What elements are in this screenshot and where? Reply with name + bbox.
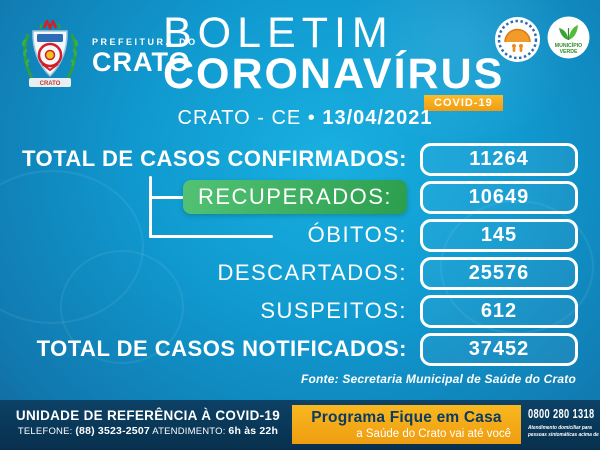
reference-unit-contact: TELEFONE: (88) 3523-2507 ATENDIMENTO: 6h… [12, 425, 284, 438]
hours-label: ATENDIMENTO: [152, 425, 226, 437]
stat-value-box: 612 [420, 294, 578, 328]
stat-value-box: 10649 [420, 180, 578, 214]
stat-row-recovered: RECUPERADOS: 10649 [20, 180, 578, 214]
footer-bar: UNIDADE DE REFERÊNCIA À COVID-19 TELEFON… [0, 400, 600, 450]
program-subtitle: a Saúde do Crato vai até você [356, 428, 511, 440]
certification-seals: MUNICÍPIO VERDE [494, 16, 590, 63]
stat-label: TOTAL DE CASOS CONFIRMADOS: [21, 146, 407, 171]
stat-row-discarded: DESCARTADOS: 25576 [20, 256, 578, 290]
bracket-line-deaths [149, 235, 273, 238]
hotline-block: 0800 280 1318 Atendimento domiciliar par… [528, 406, 600, 439]
org-name-small: PREFEITURA DO [92, 37, 198, 47]
stat-row-notified: TOTAL DE CASOS NOTIFICADOS: 37452 [20, 332, 578, 366]
location-date: CRATO - CE • 13/04/2021 [150, 107, 460, 130]
municipio-verde-seal-icon: MUNICÍPIO VERDE [547, 16, 590, 59]
svg-text:MUNICÍPIO: MUNICÍPIO [555, 41, 582, 49]
stat-label: TOTAL DE CASOS NOTIFICADOS: [36, 336, 407, 361]
bulletin-title: BOLETIM CORONAVÍRUS [163, 12, 504, 96]
stats-table: TOTAL DE CASOS CONFIRMADOS: 11264 RECUPE… [20, 142, 578, 366]
hotline-note: Atendimento domiciliar para pessoas sint… [528, 425, 600, 439]
hours-value: 6h às 22h [228, 424, 279, 437]
stat-value-box: 11264 [420, 142, 578, 176]
phone-number: (88) 3523-2507 [75, 424, 150, 437]
program-title: Programa Fique em Casa [311, 409, 502, 426]
date-separator: • [307, 107, 316, 129]
stat-value-box: 37452 [420, 332, 578, 366]
source-note: Fonte: Secretaria Municipal de Saúde do … [300, 372, 576, 386]
bracket-line-recovered [149, 196, 205, 199]
stat-value-box: 25576 [420, 256, 578, 290]
org-name: PREFEITURA DO CRATO [92, 38, 198, 76]
stat-label: SUSPEITOS: [260, 298, 407, 323]
stat-label: DESCARTADOS: [217, 260, 407, 285]
svg-text:VERDE: VERDE [560, 49, 578, 55]
crato-coat-of-arms-icon: CRATO [16, 17, 84, 99]
reference-unit-block: UNIDADE DE REFERÊNCIA À COVID-19 TELEFON… [12, 408, 284, 438]
hotline-number: 0800 280 1318 [528, 407, 595, 421]
location-text: CRATO - CE [177, 107, 302, 129]
recovered-pill: RECUPERADOS: [182, 180, 407, 214]
stat-value-box: 145 [420, 218, 578, 252]
stat-row-deaths: ÓBITOS: 145 [20, 218, 578, 252]
covid19-badge: COVID-19 [424, 95, 503, 111]
stay-home-program-banner: Programa Fique em Casa a Saúde do Crato … [292, 405, 521, 444]
svg-text:CRATO: CRATO [40, 81, 61, 87]
reference-unit-title: UNIDADE DE REFERÊNCIA À COVID-19 [15, 408, 281, 423]
sun-children-seal-icon [495, 17, 540, 62]
stat-label: ÓBITOS: [307, 222, 407, 247]
stat-row-confirmed: TOTAL DE CASOS CONFIRMADOS: 11264 [20, 142, 578, 176]
stat-row-suspected: SUSPEITOS: 612 [20, 294, 578, 328]
title-boletim: BOLETIM [163, 9, 394, 57]
org-name-big: CRATO [92, 47, 191, 77]
date-text: 13/04/2021 [322, 107, 433, 129]
bracket-line-vertical [149, 176, 152, 238]
title-coronavirus: CORONAVÍRUS [163, 50, 505, 98]
phone-label: TELEFONE: [17, 425, 73, 437]
